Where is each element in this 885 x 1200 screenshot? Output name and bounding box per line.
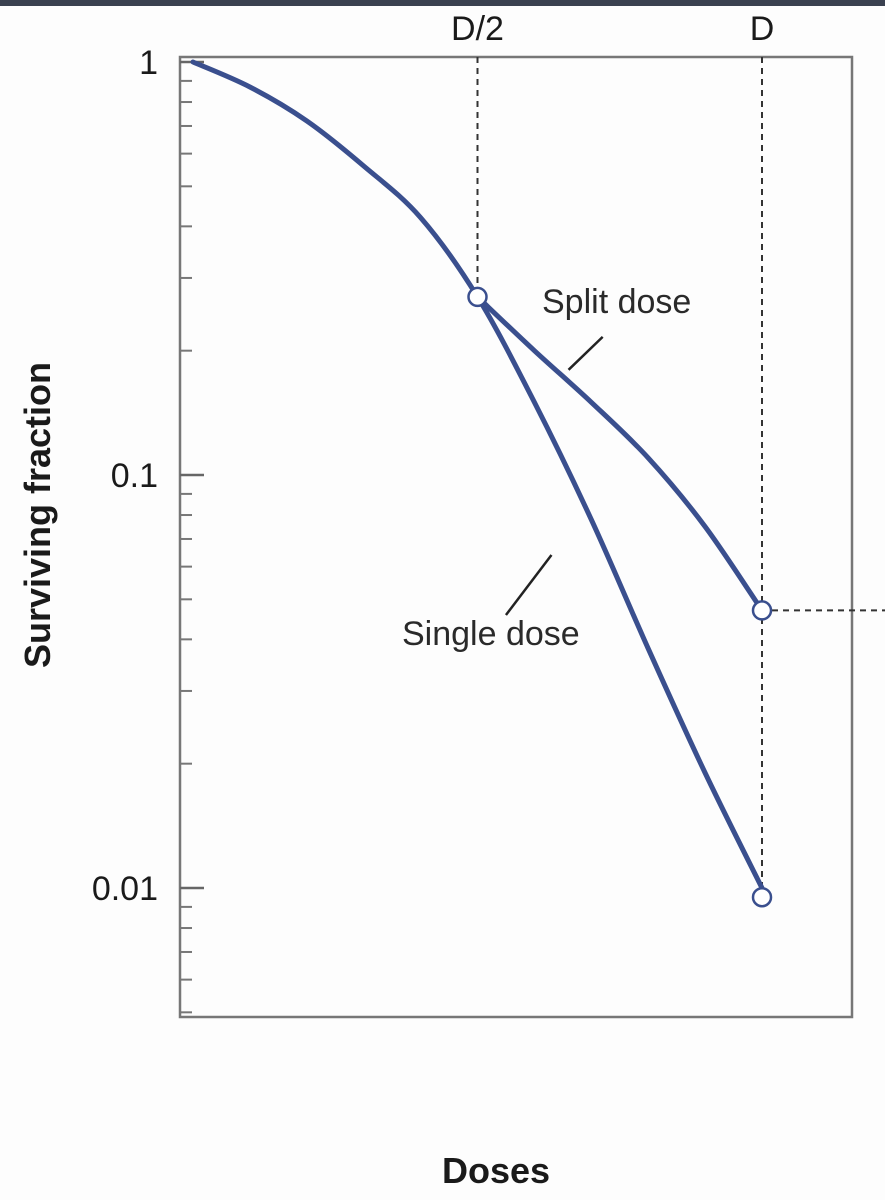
figure-frame <box>0 6 885 1200</box>
y-tick-label: 0.1 <box>111 457 158 495</box>
window-top-strip <box>0 0 885 6</box>
marker-layer <box>467 286 773 908</box>
data-point-marker <box>751 886 773 908</box>
y-tick-label: 1 <box>139 44 158 82</box>
guide-lines <box>476 57 885 889</box>
single-dose-leader <box>504 554 553 616</box>
split-dose-curve <box>475 294 765 613</box>
y-tick-label: 0.01 <box>92 870 158 908</box>
split-dose-annotation: Split dose <box>542 283 691 321</box>
single-dose-curve <box>190 59 765 891</box>
data-point-marker <box>751 600 773 621</box>
split-dose-leader <box>567 335 604 371</box>
dose-marker-label: D/2 <box>451 10 504 48</box>
x-axis-title: Doses <box>442 1150 550 1191</box>
data-point-marker <box>467 286 488 308</box>
series-layer <box>190 59 765 891</box>
y-axis-title: Surviving fraction <box>17 362 58 668</box>
plot-frame <box>178 55 854 1019</box>
label-layer: D/2 D Split dose Single dose Doses Surviving … <box>17 10 774 1191</box>
dose-marker-label: D <box>750 10 775 48</box>
single-dose-annotation: Single dose <box>402 615 580 653</box>
axes-layer: 1 0.1 0.01 <box>92 44 854 1019</box>
